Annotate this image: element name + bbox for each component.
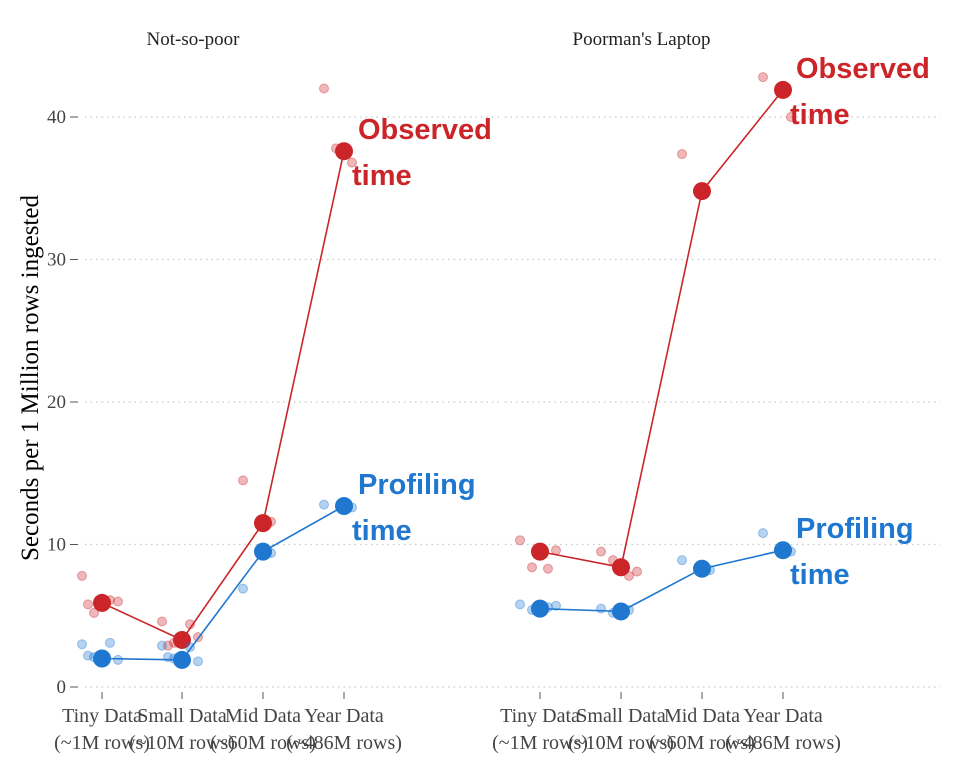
profiling-raw-point: [677, 555, 687, 566]
observed-raw-point: [596, 546, 606, 557]
profiling-line: [539, 549, 784, 613]
profiling-mean-point: [531, 599, 549, 618]
profiling-mean-point: [173, 650, 191, 669]
observed-raw-point: [527, 562, 537, 573]
profiling-raw-point: [238, 583, 248, 594]
observed-raw-point: [786, 112, 796, 122]
profiling-raw-point: [193, 656, 203, 667]
profiling-mean-point: [93, 649, 111, 668]
observed-line: [101, 151, 345, 641]
profiling-raw-point: [77, 639, 87, 650]
profiling-raw-point: [319, 499, 329, 510]
y-tick-label: 20: [47, 392, 66, 413]
observed-raw-point: [515, 535, 525, 546]
observed-raw-point: [319, 83, 329, 94]
observed-mean-point: [531, 542, 549, 561]
observed-raw-point: [677, 149, 687, 160]
observed-mean-point: [93, 593, 111, 612]
profiling-raw-point: [105, 637, 115, 648]
x-tick-label: Year Data (~486M rows): [286, 705, 402, 754]
observed-raw-point: [163, 640, 173, 651]
x-tick-label: Mid Data (~60M rows): [210, 705, 316, 754]
observed-mean-point: [693, 182, 711, 201]
profiling-mean-point: [693, 559, 711, 578]
observed-line: [539, 89, 784, 569]
x-tick-label: Mid Data (~60M rows): [649, 705, 755, 754]
profiling-raw-point: [515, 599, 525, 610]
x-tick-label: Tiny Data (~1M rows): [54, 705, 150, 754]
observed-raw-point: [113, 596, 123, 607]
panel-1: Not-so-poor 0 10 20 30 40 Tiny Data (~1M rows)S…: [47, 29, 500, 754]
profiling-raw-point: [596, 603, 606, 614]
observed-raw-point: [157, 616, 167, 627]
observed-series-label: Observed time: [790, 53, 930, 131]
profiling-raw-point: [185, 642, 195, 653]
x-tick-label: Tiny Data (~1M rows): [492, 705, 588, 754]
y-tick-label: 0: [57, 677, 67, 698]
observed-mean-point: [173, 630, 191, 649]
profiling-raw-point: [551, 600, 561, 611]
observed-raw-point: [758, 72, 768, 83]
panel-title: Not-so-poor: [147, 29, 241, 50]
observed-raw-point: [632, 566, 642, 577]
profiling-series-label: Profiling time: [352, 469, 476, 547]
x-tick-label: Small Data (~10M rows): [129, 705, 235, 754]
profiling-mean-point: [612, 602, 630, 621]
y-tick-label: 30: [47, 250, 66, 271]
observed-mean-point: [612, 558, 630, 577]
observed-raw-point: [83, 599, 93, 610]
y-tick-label: 10: [47, 535, 66, 556]
profiling-raw-point: [758, 528, 768, 539]
profiling-mean-point: [774, 541, 792, 560]
profiling-mean-point: [254, 542, 272, 561]
panel-2: Poorman's Laptop Tiny Data (~1M rows)Small…: [492, 29, 940, 754]
profiling-series-label: Profiling time: [790, 513, 914, 591]
observed-raw-point: [543, 563, 553, 574]
observed-raw-point: [238, 475, 248, 486]
observed-raw-point: [77, 570, 87, 581]
panel-title: Poorman's Laptop: [573, 29, 711, 50]
y-axis-label: Seconds per 1 Million rows ingested: [17, 195, 44, 561]
observed-mean-point: [335, 142, 353, 161]
profiling-raw-point: [113, 654, 123, 665]
y-tick-label: 40: [47, 107, 66, 128]
profiling-mean-point: [335, 497, 353, 516]
observed-mean-point: [254, 514, 272, 533]
profiling-line: [101, 505, 345, 661]
observed-mean-point: [774, 80, 792, 99]
observed-raw-point: [347, 157, 357, 168]
x-tick-label: Year Data (~486M rows): [725, 705, 841, 754]
profiling-raw-point: [83, 650, 93, 661]
x-tick-label: Small Data (~10M rows): [568, 705, 674, 754]
observed-raw-point: [89, 607, 99, 618]
profiling-raw-point: [157, 640, 167, 651]
observed-series-label: Observed time: [352, 114, 492, 192]
